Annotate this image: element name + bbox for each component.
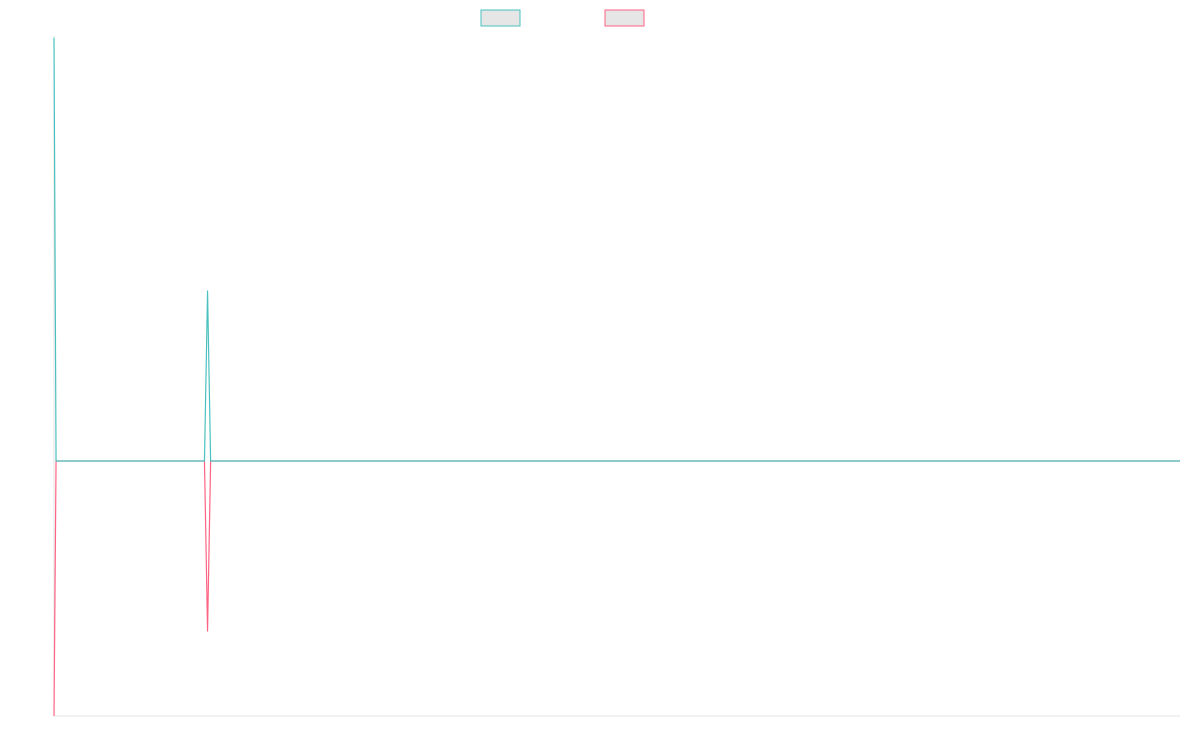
legend [480, 9, 645, 27]
series-layer [53, 37, 1180, 717]
legend-swatch-a[interactable] [480, 9, 521, 27]
series-line-a [53, 37, 1180, 462]
series-line-b [53, 460, 1180, 717]
legend-swatch-b[interactable] [604, 9, 645, 27]
axes [53, 36, 1180, 717]
